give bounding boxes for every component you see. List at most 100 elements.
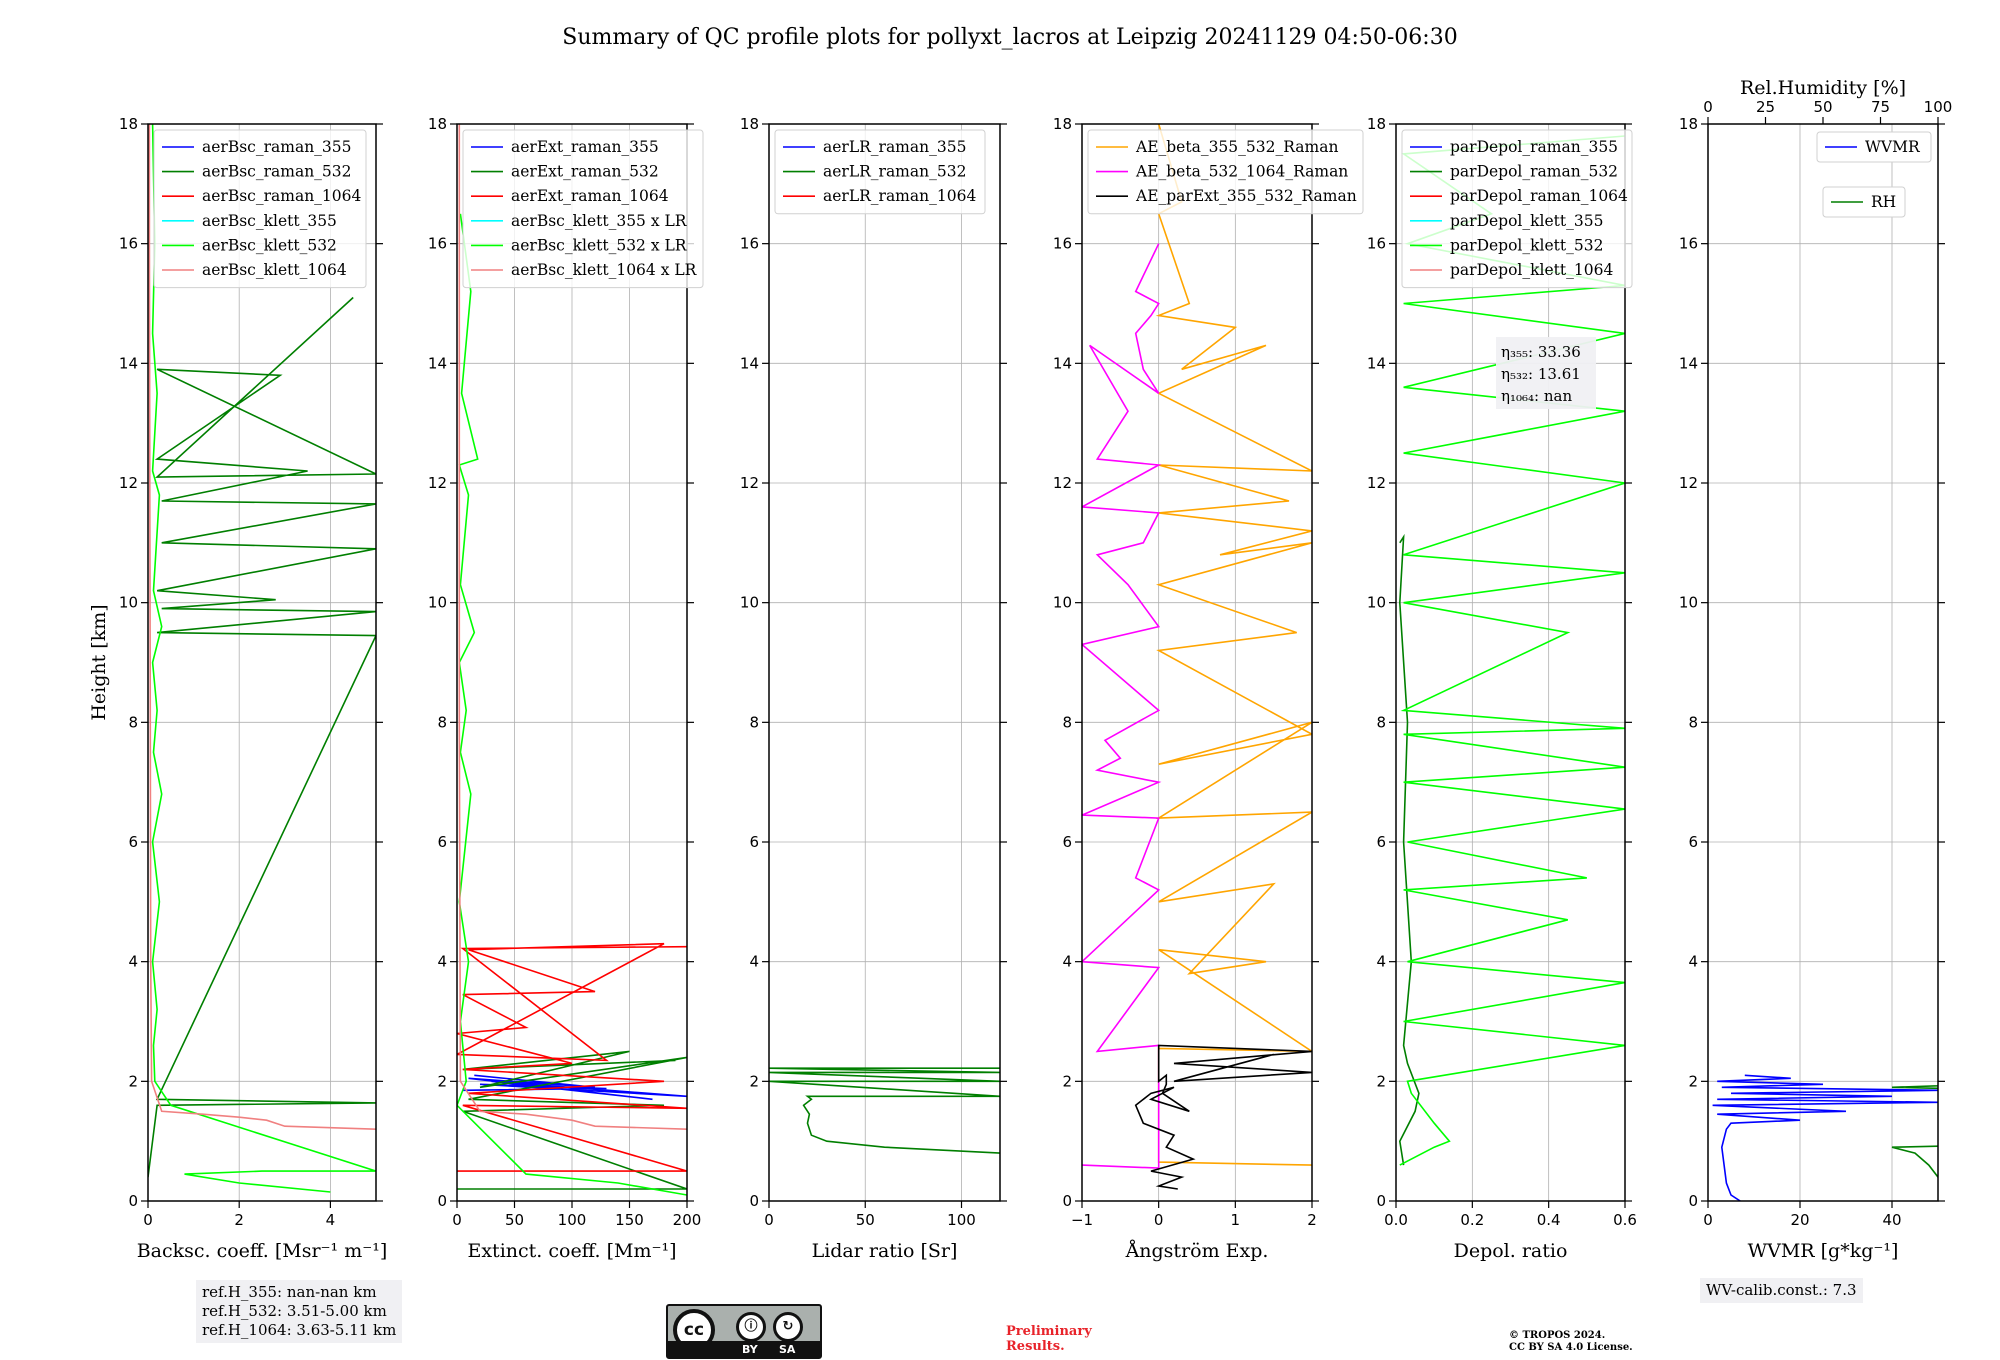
x-tick-label: 2 xyxy=(234,1211,244,1229)
y-tick-label: 4 xyxy=(1688,953,1698,971)
y-tick-label: 16 xyxy=(1679,235,1698,253)
series-line-aerBsc-klett-532-x-LR xyxy=(457,213,687,1196)
y-tick-label: 2 xyxy=(128,1072,138,1090)
y-tick-label: 18 xyxy=(1053,115,1072,133)
legend-label: aerBsc_klett_532 x LR xyxy=(511,236,688,254)
x-tick-label: 50 xyxy=(856,1211,875,1229)
eta-annotation-line: η₃₅₅: 33.36 xyxy=(1501,343,1581,361)
panel-6: 0 25 50 75 100 0 20 40 0 2 4 6 8 10 12 14 16 18 WVMR [g*kg… xyxy=(1679,77,1953,1262)
y-tick-label: 16 xyxy=(119,235,138,253)
y-tick-label: 4 xyxy=(1062,953,1072,971)
series-line-parDepol-raman-532 xyxy=(1398,533,1420,1166)
x-tick-label: −1 xyxy=(1071,1211,1093,1229)
x-tick-label: 50 xyxy=(505,1211,524,1229)
plot-frame xyxy=(1707,123,1939,1202)
y-axis-label: Height [km] xyxy=(88,604,110,720)
plot-frame xyxy=(768,123,1001,1202)
legend-label: aerLR_raman_532 xyxy=(823,163,966,181)
y-tick-label: 0 xyxy=(128,1192,138,1210)
x-tick-label: 4 xyxy=(326,1211,336,1229)
y-tick-label: 18 xyxy=(740,115,759,133)
y-tick-label: 18 xyxy=(1367,115,1386,133)
legend-box xyxy=(153,129,367,289)
y-tick-label: 12 xyxy=(428,474,447,492)
y-tick-label: 4 xyxy=(749,953,759,971)
y-tick-label: 12 xyxy=(119,474,138,492)
legend-label: AE_beta_355_532_Raman xyxy=(1135,138,1338,156)
y-tick-label: 10 xyxy=(119,594,138,612)
legend-label: aerBsc_raman_532 xyxy=(202,163,352,181)
y-tick-label: 4 xyxy=(128,953,138,971)
cc-license-logo: cc ⓘ ↻ BY SA xyxy=(666,1304,822,1359)
sa-share-icon: ↻ xyxy=(773,1312,803,1342)
legend-label: parDepol_klett_532 xyxy=(1450,236,1603,254)
x2-tick-label: 75 xyxy=(1871,98,1890,116)
legend-label: aerLR_raman_355 xyxy=(823,138,966,156)
series-line-aerBsc-klett-1064-x-LR xyxy=(458,124,687,1130)
y-tick-label: 0 xyxy=(749,1192,759,1210)
eta-annotation-line: η₅₃₂: 13.61 xyxy=(1501,365,1581,383)
y-tick-label: 14 xyxy=(119,354,138,372)
license-sa-label: SA xyxy=(779,1343,796,1356)
y-tick-label: 0 xyxy=(1376,1192,1386,1210)
y-tick-label: 0 xyxy=(1062,1192,1072,1210)
y-tick-label: 2 xyxy=(1376,1072,1386,1090)
x-tick-label: 100 xyxy=(947,1211,976,1229)
y-tick-label: 16 xyxy=(740,235,759,253)
y-tick-label: 12 xyxy=(1367,474,1386,492)
refh-532: ref.H_532: 3.51-5.00 km xyxy=(202,1302,387,1320)
x-tick-label: 150 xyxy=(615,1211,644,1229)
x-tick-label: 2 xyxy=(1307,1211,1317,1229)
y-tick-label: 4 xyxy=(1376,953,1386,971)
x-axis-label: Ångström Exp. xyxy=(1125,1240,1269,1262)
x-tick-label: 20 xyxy=(1790,1211,1809,1229)
panel-3: 0 50 100 0 2 4 6 8 10 12 14 16 18 Lidar ratio [Sr] aer… xyxy=(740,115,1007,1262)
plot-frame xyxy=(147,123,377,1202)
legend-label: aerBsc_klett_355 x LR xyxy=(511,212,688,230)
y-tick-label: 18 xyxy=(119,115,138,133)
legend-label: aerBsc_raman_1064 xyxy=(202,187,362,205)
series-line-aerExt-raman-532 xyxy=(457,1050,687,1190)
y-tick-label: 10 xyxy=(1053,594,1072,612)
series-line-aerLR-raman-532 xyxy=(769,1067,1000,1154)
reference-height-box: ref.H_355: nan-nan km ref.H_532: 3.51-5.… xyxy=(196,1280,403,1343)
legend-box xyxy=(1087,129,1364,215)
legend-label: parDepol_klett_355 xyxy=(1450,212,1603,230)
legend-label: aerExt_raman_1064 xyxy=(511,187,669,205)
legend-label: aerBsc_klett_532 xyxy=(202,236,337,254)
series-line-RH xyxy=(1891,1084,1938,1179)
panel-5: 0.0 0.2 0.4 0.6 0 2 4 6 8 10 12 14 16 18 Depol. ratio p… xyxy=(1367,115,1637,1262)
legend-label: WVMR xyxy=(1865,138,1921,156)
legend-label: aerExt_raman_532 xyxy=(511,163,659,181)
x-axis-label: WVMR [g*kg⁻¹] xyxy=(1748,1240,1899,1262)
license-by-label: BY xyxy=(742,1343,758,1356)
x-tick-label: 0 xyxy=(1154,1211,1164,1229)
legend-label: parDepol_klett_1064 xyxy=(1450,261,1613,279)
y-tick-label: 10 xyxy=(428,594,447,612)
x-axis-label: Depol. ratio xyxy=(1454,1240,1568,1262)
eta-annotation-box xyxy=(1496,337,1596,409)
x-tick-label: 0.4 xyxy=(1537,1211,1561,1229)
y-tick-label: 0 xyxy=(1688,1192,1698,1210)
series-line-aerBsc-klett-532 xyxy=(151,124,376,1193)
by-person-icon: ⓘ xyxy=(736,1312,766,1342)
x-axis-label: Backsc. coeff. [Msr⁻¹ m⁻¹] xyxy=(137,1240,388,1262)
y-tick-label: 4 xyxy=(437,953,447,971)
y-tick-label: 6 xyxy=(437,833,447,851)
y-tick-label: 16 xyxy=(428,235,447,253)
plot-frame xyxy=(1395,123,1626,1202)
y-tick-label: 8 xyxy=(437,713,447,731)
legend-label: AE_parExt_355_532_Raman xyxy=(1135,187,1357,205)
x2-tick-label: 100 xyxy=(1924,98,1953,116)
legend-label: aerLR_raman_1064 xyxy=(823,187,976,205)
legend-label: parDepol_raman_355 xyxy=(1450,138,1618,156)
legend-label: parDepol_raman_532 xyxy=(1450,163,1618,181)
x-tick-label: 100 xyxy=(558,1211,587,1229)
series-line-aerBsc-raman-532 xyxy=(148,296,376,1178)
y-tick-label: 6 xyxy=(1376,833,1386,851)
x-tick-label: 1 xyxy=(1231,1211,1241,1229)
y-tick-label: 14 xyxy=(1679,354,1698,372)
y-tick-label: 12 xyxy=(1053,474,1072,492)
